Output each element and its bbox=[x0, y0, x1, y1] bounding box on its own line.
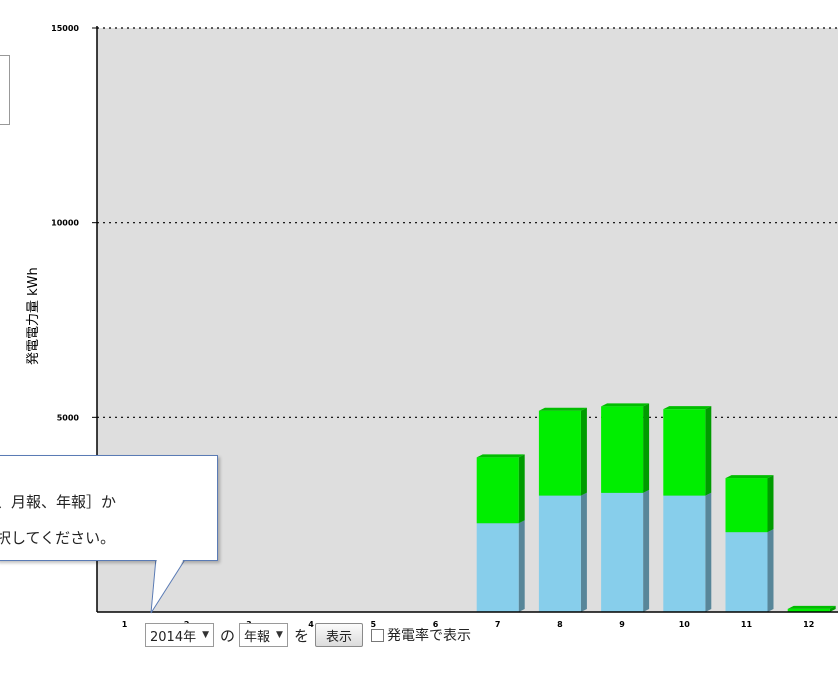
bar-side bbox=[580, 407, 587, 496]
bar-segment bbox=[538, 495, 581, 612]
bar-side bbox=[767, 475, 774, 533]
year-select-value: 2014年 bbox=[150, 629, 197, 645]
y-tick-label: 5000 bbox=[57, 413, 80, 422]
bar-top bbox=[476, 454, 525, 458]
bar-segment bbox=[601, 406, 644, 493]
x-tick-label: 9 bbox=[619, 620, 625, 629]
bar-top bbox=[538, 407, 587, 411]
x-tick-label: 5 bbox=[371, 620, 377, 629]
y-tick-label: 10000 bbox=[51, 219, 79, 228]
bar-segment bbox=[476, 457, 519, 524]
x-tick-label: 8 bbox=[557, 620, 563, 629]
bar-top bbox=[601, 403, 650, 407]
wo-text: を bbox=[293, 626, 309, 645]
bar-top bbox=[663, 406, 712, 410]
x-tick-label: 11 bbox=[741, 620, 753, 629]
tooltip-line-1: 、月報、年報］か bbox=[0, 493, 117, 511]
tooltip-line-2: 択してください。 bbox=[0, 529, 116, 547]
chevron-down-icon: ▼ bbox=[276, 630, 283, 640]
help-tooltip: 、月報、年報］か 択してください。 bbox=[0, 455, 218, 614]
year-select[interactable]: 2014年 ▼ bbox=[145, 623, 215, 647]
x-tick-label: 1 bbox=[122, 620, 128, 629]
bar-segment bbox=[476, 523, 519, 612]
x-tick-label: 7 bbox=[495, 620, 501, 629]
x-tick-label: 10 bbox=[679, 620, 691, 629]
bar-segment bbox=[725, 478, 768, 533]
period-select[interactable]: 年報 ▼ bbox=[239, 623, 288, 647]
bar-side bbox=[518, 520, 525, 612]
bar-segment bbox=[725, 532, 768, 612]
period-select-value: 年報 bbox=[244, 629, 271, 645]
show-button[interactable]: 表示 bbox=[314, 623, 363, 647]
plot-background bbox=[97, 28, 838, 612]
bar-segment bbox=[538, 410, 581, 496]
bar-side bbox=[518, 454, 525, 524]
report-controls: 2014年 ▼ の 年報 ▼ を 表示 発電率で表示 bbox=[145, 620, 471, 650]
y-axis-label: 発電電力量 kWh bbox=[26, 267, 41, 365]
bar-top bbox=[725, 475, 774, 479]
rate-checkbox-label: 発電率で表示 bbox=[387, 628, 471, 644]
chevron-down-icon: ▼ bbox=[202, 630, 210, 640]
y-tick-label: 15000 bbox=[51, 24, 79, 33]
of-text: の bbox=[220, 626, 236, 645]
side-panel-edge bbox=[0, 55, 10, 125]
bar-side bbox=[643, 489, 650, 612]
bar-side bbox=[705, 406, 712, 496]
bar-top bbox=[787, 605, 836, 609]
bar-side bbox=[580, 492, 587, 612]
rate-checkbox[interactable] bbox=[371, 628, 384, 642]
bar-side bbox=[829, 605, 836, 612]
bar-segment bbox=[601, 492, 644, 612]
bar-side bbox=[643, 403, 650, 493]
bar-side bbox=[767, 529, 774, 612]
bar-segment bbox=[787, 608, 830, 612]
x-tick-label: 4 bbox=[308, 620, 314, 629]
bar-segment bbox=[663, 495, 706, 612]
x-tick-label: 6 bbox=[433, 620, 439, 629]
bar-side bbox=[705, 492, 712, 612]
bar-segment bbox=[663, 409, 706, 496]
x-tick-label: 12 bbox=[803, 620, 814, 629]
